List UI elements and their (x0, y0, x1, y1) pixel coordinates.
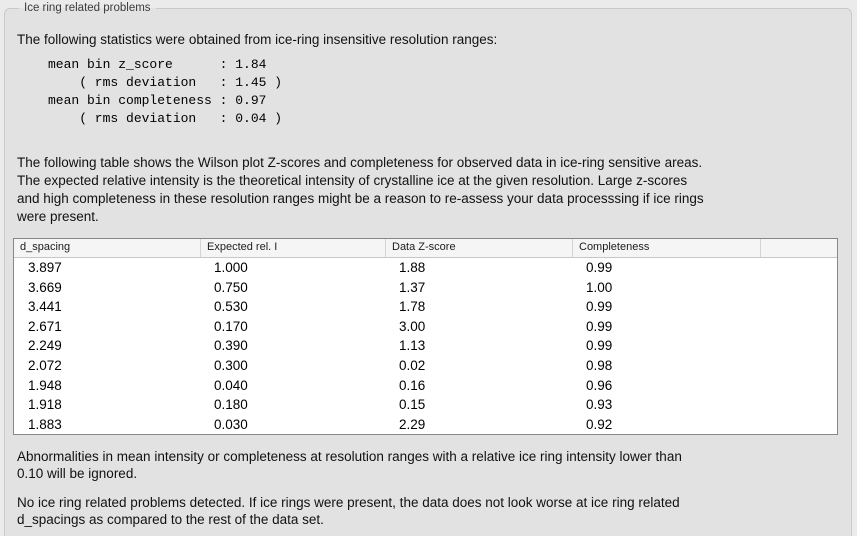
column-header-empty[interactable] (760, 239, 837, 257)
table-cell (760, 395, 837, 415)
table-cell: 0.93 (586, 397, 613, 413)
table-cell: 2.29 (399, 416, 426, 432)
table-cell: 0.390 (214, 338, 248, 354)
table-cell: 1.78 (399, 299, 426, 315)
table-cell: 0.02 (399, 357, 426, 373)
table-cell: 0.99 (586, 338, 613, 354)
table-cell: 0.99 (586, 318, 613, 334)
stats-intro-text: The following statistics were obtained f… (17, 32, 498, 47)
table-cell: 2.249 (28, 338, 62, 354)
table-cell: 0.98 (586, 357, 613, 373)
table-row[interactable]: 3.897 1.000 1.88 0.99 (14, 258, 837, 278)
table-cell: 0.040 (214, 377, 248, 393)
table-cell (760, 317, 837, 337)
table-cell: 0.750 (214, 279, 248, 295)
table-body: 3.897 1.000 1.88 0.99 3.669 0.750 1.37 1.00 3.44… (14, 258, 837, 434)
table-cell: 0.15 (399, 397, 426, 413)
column-header-data-z-score[interactable]: Data Z-score (385, 239, 572, 257)
column-header-d-spacing[interactable]: d_spacing (20, 241, 71, 253)
table-cell (760, 258, 837, 278)
table-cell: 0.030 (214, 416, 248, 432)
table-row[interactable]: 1.883 0.030 2.29 0.92 (14, 415, 837, 435)
table-cell (760, 376, 837, 396)
table-header-row: d_spacing Expected rel. I Data Z-score Comp… (14, 239, 837, 258)
stats-summary-block: mean bin z_score : 1.84 ( rms deviation … (48, 57, 283, 126)
table-cell: 0.170 (214, 318, 248, 334)
table-cell (760, 415, 837, 435)
column-header-completeness[interactable]: Completeness (572, 239, 760, 257)
table-cell: 0.92 (586, 416, 613, 432)
table-cell: 3.897 (28, 260, 62, 275)
table-cell: 0.99 (586, 260, 613, 275)
table-row[interactable]: 1.948 0.040 0.16 0.96 (14, 376, 837, 396)
table-row[interactable]: 1.918 0.180 0.15 0.93 (14, 395, 837, 415)
panel-title: Ice ring related problems (24, 2, 151, 14)
table-cell: 1.948 (28, 377, 62, 393)
table-cell: 2.671 (28, 318, 62, 334)
table-cell (760, 356, 837, 376)
table-row[interactable]: 3.441 0.530 1.78 0.99 (14, 297, 837, 317)
ice-ring-table: d_spacing Expected rel. I Data Z-score Comp… (13, 238, 838, 436)
table-cell: 1.88 (399, 260, 426, 275)
table-cell: 0.300 (214, 357, 248, 373)
table-row[interactable]: 2.671 0.170 3.00 0.99 (14, 317, 837, 337)
conclusion-text: No ice ring related problems detected. I… (17, 495, 680, 528)
table-cell: 0.530 (214, 299, 248, 315)
table-cell: 3.441 (28, 299, 62, 315)
table-cell: 1.883 (28, 416, 62, 432)
table-row[interactable]: 2.072 0.300 0.02 0.98 (14, 356, 837, 376)
table-cell: 1.000 (214, 260, 248, 275)
table-cell: 1.00 (586, 279, 613, 295)
table-cell: 2.072 (28, 357, 62, 373)
ice-ring-groupbox: Ice ring related problems The following … (4, 1, 852, 536)
table-cell (760, 297, 837, 317)
ignore-note-text: Abnormalities in mean intensity or compl… (17, 449, 682, 482)
table-cell: 3.669 (28, 279, 62, 295)
table-cell: 0.16 (399, 377, 426, 393)
table-cell: 1.918 (28, 397, 62, 413)
table-cell (760, 336, 837, 356)
table-cell: 3.00 (399, 318, 426, 334)
table-cell: 1.13 (399, 338, 426, 354)
column-header-expected-rel-i[interactable]: Expected rel. I (200, 239, 385, 257)
table-description-text: The following table shows the Wilson plo… (17, 155, 704, 224)
table-cell: 0.99 (586, 299, 613, 315)
table-cell: 0.96 (586, 377, 613, 393)
table-cell: 1.37 (399, 279, 426, 295)
table-row[interactable]: 2.249 0.390 1.13 0.99 (14, 336, 837, 356)
table-cell: 0.180 (214, 397, 248, 413)
table-cell (760, 278, 837, 298)
table-row[interactable]: 3.669 0.750 1.37 1.00 (14, 278, 837, 298)
